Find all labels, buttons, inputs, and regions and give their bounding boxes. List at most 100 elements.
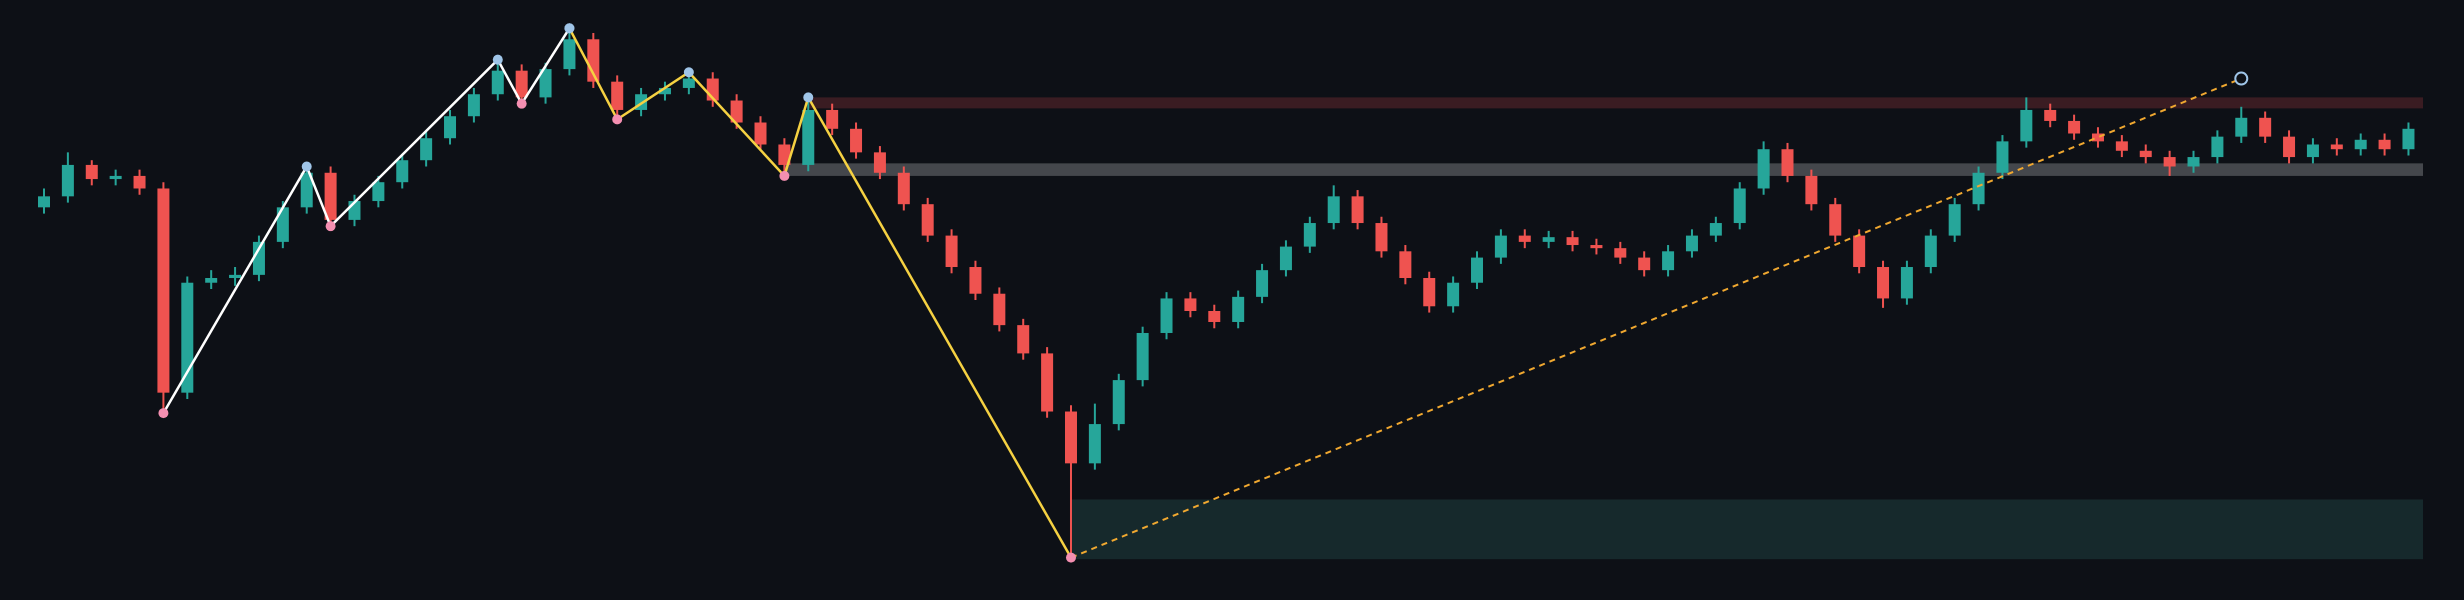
candle-body [1638, 257, 1651, 271]
candle-body [1877, 267, 1890, 299]
candle-body [850, 128, 863, 153]
candle-body [1566, 237, 1579, 246]
candle-body [515, 70, 528, 98]
candle-body [2259, 117, 2272, 137]
candle-body [1351, 196, 1364, 224]
candle-body [1279, 246, 1292, 271]
candle-body [2044, 109, 2057, 121]
candle-body [181, 282, 194, 393]
zone [1070, 499, 2423, 560]
candle-body [1423, 278, 1436, 307]
candle-body [38, 196, 50, 208]
candle-body [2091, 133, 2104, 142]
candle-body [682, 78, 695, 88]
candle-body [754, 122, 767, 145]
trendline-end [2234, 71, 2249, 86]
candle-body [826, 109, 839, 129]
candle-body [1471, 257, 1484, 283]
candle-body [1088, 424, 1101, 464]
candle-body [1518, 235, 1531, 242]
candle-body [396, 160, 409, 183]
candle-body [1375, 223, 1388, 252]
candle-body [2283, 136, 2296, 158]
pivot [779, 170, 790, 181]
candle-body [993, 293, 1006, 326]
candle-body [1709, 223, 1722, 236]
candle-body [2068, 120, 2081, 134]
candle-body [802, 109, 815, 165]
candle-body [276, 207, 289, 242]
candle-body [2211, 136, 2224, 158]
candle-body [85, 164, 98, 180]
pivot [564, 23, 575, 34]
candle-body [205, 278, 218, 283]
trendline [1070, 77, 2242, 559]
candle-body [1948, 204, 1961, 236]
candle-body [1781, 149, 1794, 176]
candle-body [945, 235, 958, 268]
candle-body [1327, 196, 1340, 224]
candle-body [539, 69, 552, 98]
candle-body [1256, 270, 1269, 297]
candle-body [1542, 237, 1555, 242]
zigzag [162, 27, 571, 414]
pivot [516, 98, 527, 109]
candle-body [1041, 353, 1054, 412]
pivot [301, 161, 312, 172]
candle-body [1447, 282, 1460, 307]
candle-body [1829, 204, 1842, 236]
candle-body [1685, 235, 1698, 252]
candle-body [1924, 235, 1937, 268]
candle-body [444, 116, 457, 139]
zone [808, 97, 2423, 109]
candle-body [2402, 128, 2415, 150]
candle-body [2330, 144, 2343, 150]
pivot [1065, 552, 1076, 563]
candle-body [969, 267, 982, 294]
candle-body [1733, 188, 1746, 224]
zone [784, 163, 2423, 176]
candle-body [1996, 141, 2009, 173]
candle-body [1972, 172, 1985, 205]
candle-body [1590, 245, 1603, 249]
candle-body [1900, 267, 1913, 299]
zigzag [568, 27, 1073, 559]
candle-body [921, 204, 934, 236]
candle-body [61, 164, 74, 197]
candle-body [1853, 235, 1866, 268]
candle-body [467, 94, 480, 117]
candle-body [109, 175, 122, 180]
candle-body [897, 172, 910, 205]
pivot [158, 408, 169, 419]
candle-body [2235, 117, 2248, 137]
candle-body [730, 100, 743, 123]
candle-body [1160, 298, 1173, 333]
candle-body [491, 70, 504, 95]
candle-body [420, 138, 433, 161]
candle-body [157, 188, 170, 393]
pivot [325, 221, 336, 232]
candle-body [873, 152, 886, 173]
candle-body [252, 241, 265, 275]
candle-body [300, 172, 313, 208]
candle-body [2115, 141, 2128, 151]
pivot [612, 114, 623, 125]
candle-body [1208, 310, 1221, 322]
candle-body [1757, 149, 1770, 189]
candle-body [372, 182, 385, 202]
candle-body [1399, 251, 1412, 279]
candle-body [1303, 223, 1316, 247]
candle-body [133, 175, 146, 189]
candle-body [2139, 150, 2152, 158]
candle-body [1662, 251, 1675, 271]
pivot [803, 92, 814, 103]
pivot [683, 67, 694, 78]
candle-body [2187, 157, 2200, 167]
candle-body [2163, 157, 2176, 167]
candle-body [229, 274, 242, 279]
candle-body [1614, 248, 1627, 258]
candle-body [2020, 109, 2033, 142]
candle-body [1136, 332, 1149, 381]
